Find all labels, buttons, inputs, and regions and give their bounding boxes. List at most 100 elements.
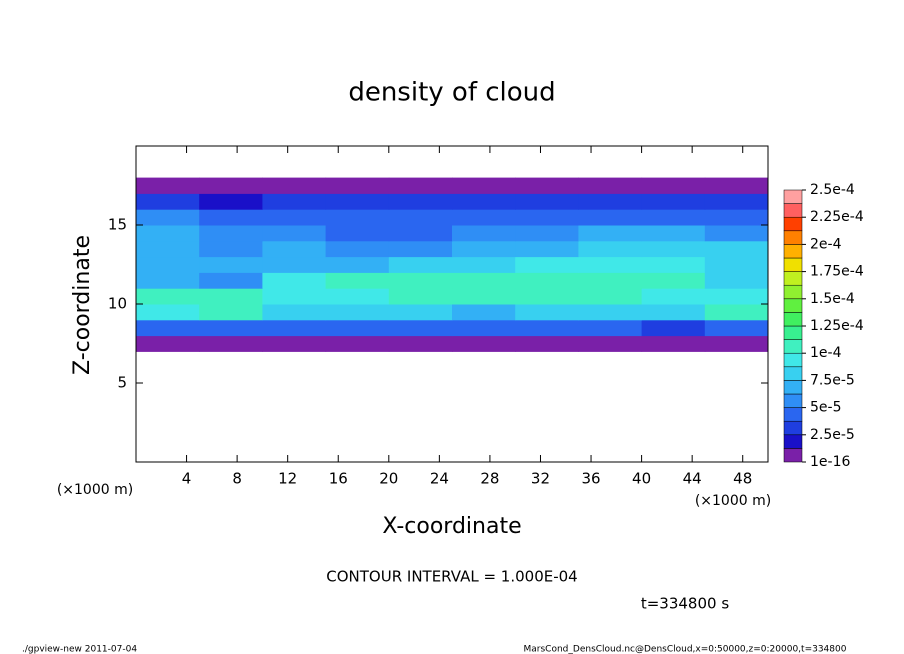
field-cell <box>641 193 706 210</box>
field-cell <box>262 319 327 337</box>
field-cell <box>325 240 390 258</box>
field-cell <box>578 225 643 242</box>
field-cell <box>515 272 579 289</box>
colorbar-label: 5e-5 <box>810 400 841 416</box>
colorbar-swatch <box>783 189 803 204</box>
field-cell <box>578 335 643 352</box>
x-tick-label: 12 <box>278 470 297 488</box>
field-cell <box>641 304 706 321</box>
colorbar-label: 1.75e-4 <box>810 264 864 280</box>
field-cell <box>388 272 453 289</box>
field-cell <box>199 335 263 352</box>
field-cell <box>325 209 390 226</box>
field-cell <box>641 272 706 289</box>
y-tick-label: 10 <box>108 295 127 313</box>
field-cell <box>704 272 769 289</box>
colorbar-swatch <box>783 339 803 354</box>
x-tick-label: 28 <box>480 470 499 488</box>
colorbar-label: 2.5e-4 <box>810 182 855 198</box>
field-cell <box>136 177 200 194</box>
colorbar-swatch <box>783 271 803 286</box>
field-cell <box>388 319 453 337</box>
field-cell <box>199 225 263 242</box>
field-cell <box>325 193 390 210</box>
field-cell <box>325 304 390 321</box>
field-cell <box>515 177 579 194</box>
colorbar-swatch <box>783 420 803 436</box>
field-cell <box>388 240 453 258</box>
field-cell <box>452 225 516 242</box>
x-unit: (×1000 m) <box>695 493 771 509</box>
field-cell <box>136 335 200 352</box>
field-cell <box>704 256 769 273</box>
colorbar-swatch <box>783 380 803 395</box>
field-cell <box>452 256 516 273</box>
field-cell <box>578 240 643 258</box>
field-cell <box>388 209 453 226</box>
field-cell <box>641 177 706 194</box>
field-cell <box>452 288 516 305</box>
field-cell <box>704 319 769 337</box>
field-cell <box>199 288 263 305</box>
field-cell <box>515 225 579 242</box>
field-cell <box>262 304 327 321</box>
field-cell <box>452 193 516 210</box>
field-cell <box>262 240 327 258</box>
colorbar-label: 1.25e-4 <box>810 318 864 334</box>
field-cell <box>515 209 579 226</box>
time-note: t=334800 s <box>641 595 729 613</box>
field-cell <box>452 304 516 321</box>
field-cell <box>515 256 579 273</box>
colorbar-swatch <box>783 312 803 327</box>
field-cell <box>515 288 579 305</box>
field-cell <box>704 304 769 321</box>
field-cell <box>704 335 769 352</box>
colorbar-swatch <box>783 407 803 422</box>
field-cell <box>515 335 579 352</box>
field-cell <box>199 193 263 210</box>
colorbar-label: 2e-4 <box>810 236 842 252</box>
x-tick-label: 48 <box>733 470 752 488</box>
field-cell <box>262 335 327 352</box>
x-tick-label: 24 <box>430 470 449 488</box>
colorbar-swatch <box>783 244 803 259</box>
field-cell <box>452 335 516 352</box>
colorbar-swatch <box>783 325 803 340</box>
field-cell <box>325 177 390 194</box>
x-tick-label: 16 <box>329 470 348 488</box>
colorbar-swatch <box>783 393 803 408</box>
field-cell <box>199 177 263 194</box>
field-cell <box>641 319 706 337</box>
colorbar-swatch <box>783 230 803 245</box>
field-cell <box>325 225 390 242</box>
field-cell <box>578 288 643 305</box>
field-cell <box>325 319 390 337</box>
x-tick-label: 4 <box>182 470 192 488</box>
field-cell <box>452 240 516 258</box>
x-tick-label: 8 <box>232 470 242 488</box>
field-cell <box>136 256 200 273</box>
field-cell <box>325 335 390 352</box>
colorbar-swatch <box>783 298 803 313</box>
field-cell <box>641 209 706 226</box>
x-unit: (×1000 m) <box>57 482 133 498</box>
x-tick-label: 36 <box>581 470 600 488</box>
field-cell <box>325 272 390 289</box>
field-cell <box>199 272 263 289</box>
field-cell <box>136 288 200 305</box>
field-cell <box>704 209 769 226</box>
field-cell <box>325 256 390 273</box>
colorbar-swatch <box>783 448 803 463</box>
y-axis-label: Z-coordinate <box>70 235 95 375</box>
field-cell <box>388 288 453 305</box>
field-cell <box>578 193 643 210</box>
colorbar-swatch <box>783 366 803 381</box>
field-cell <box>262 256 327 273</box>
y-tick-label: 5 <box>117 374 127 392</box>
field-cell <box>704 240 769 258</box>
field-cell <box>136 304 200 321</box>
colorbar-swatch <box>783 216 803 232</box>
field-cell <box>641 225 706 242</box>
footer-left: ./gpview-new 2011-07-04 <box>22 645 137 654</box>
contour-note: CONTOUR INTERVAL = 1.000E-04 <box>326 568 577 586</box>
